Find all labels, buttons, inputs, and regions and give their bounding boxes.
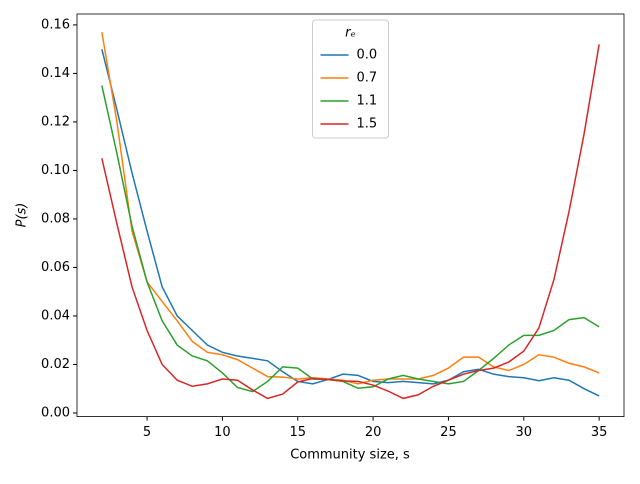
x-tick-label: 30 bbox=[516, 425, 533, 440]
y-tick-label: 0.16 bbox=[41, 17, 70, 32]
x-tick-label: 5 bbox=[143, 425, 151, 440]
y-tick-label: 0.02 bbox=[41, 357, 70, 372]
x-tick-label: 10 bbox=[214, 425, 231, 440]
y-tick-label: 0.06 bbox=[41, 260, 70, 275]
line bbox=[101, 48, 600, 397]
y-tick-label: 0.08 bbox=[41, 211, 70, 226]
legend-box bbox=[312, 19, 389, 139]
y-axis-label: P(s) bbox=[15, 203, 30, 228]
x-tick-label: 25 bbox=[440, 425, 457, 440]
line bbox=[101, 32, 600, 385]
legend-label: 0.0 bbox=[357, 48, 378, 63]
legend-title: rₑ bbox=[345, 26, 356, 41]
plot-frame bbox=[76, 13, 625, 418]
y-tick-label: 0.14 bbox=[41, 66, 70, 81]
x-tick-label: 20 bbox=[365, 425, 382, 440]
x-tick-label: 35 bbox=[591, 425, 608, 440]
y-tick-label: 0.10 bbox=[41, 163, 70, 178]
legend-label: 1.1 bbox=[357, 94, 378, 109]
line bbox=[101, 44, 600, 400]
x-axis-label: Community size, s bbox=[290, 448, 410, 463]
y-tick-label: 0.00 bbox=[41, 405, 70, 420]
y-tick-label: 0.12 bbox=[41, 114, 70, 129]
legend-label: 1.5 bbox=[357, 117, 378, 132]
line bbox=[101, 85, 600, 393]
x-tick-label: 15 bbox=[289, 425, 306, 440]
y-tick-label: 0.04 bbox=[41, 308, 70, 323]
legend-label: 0.7 bbox=[357, 71, 378, 86]
